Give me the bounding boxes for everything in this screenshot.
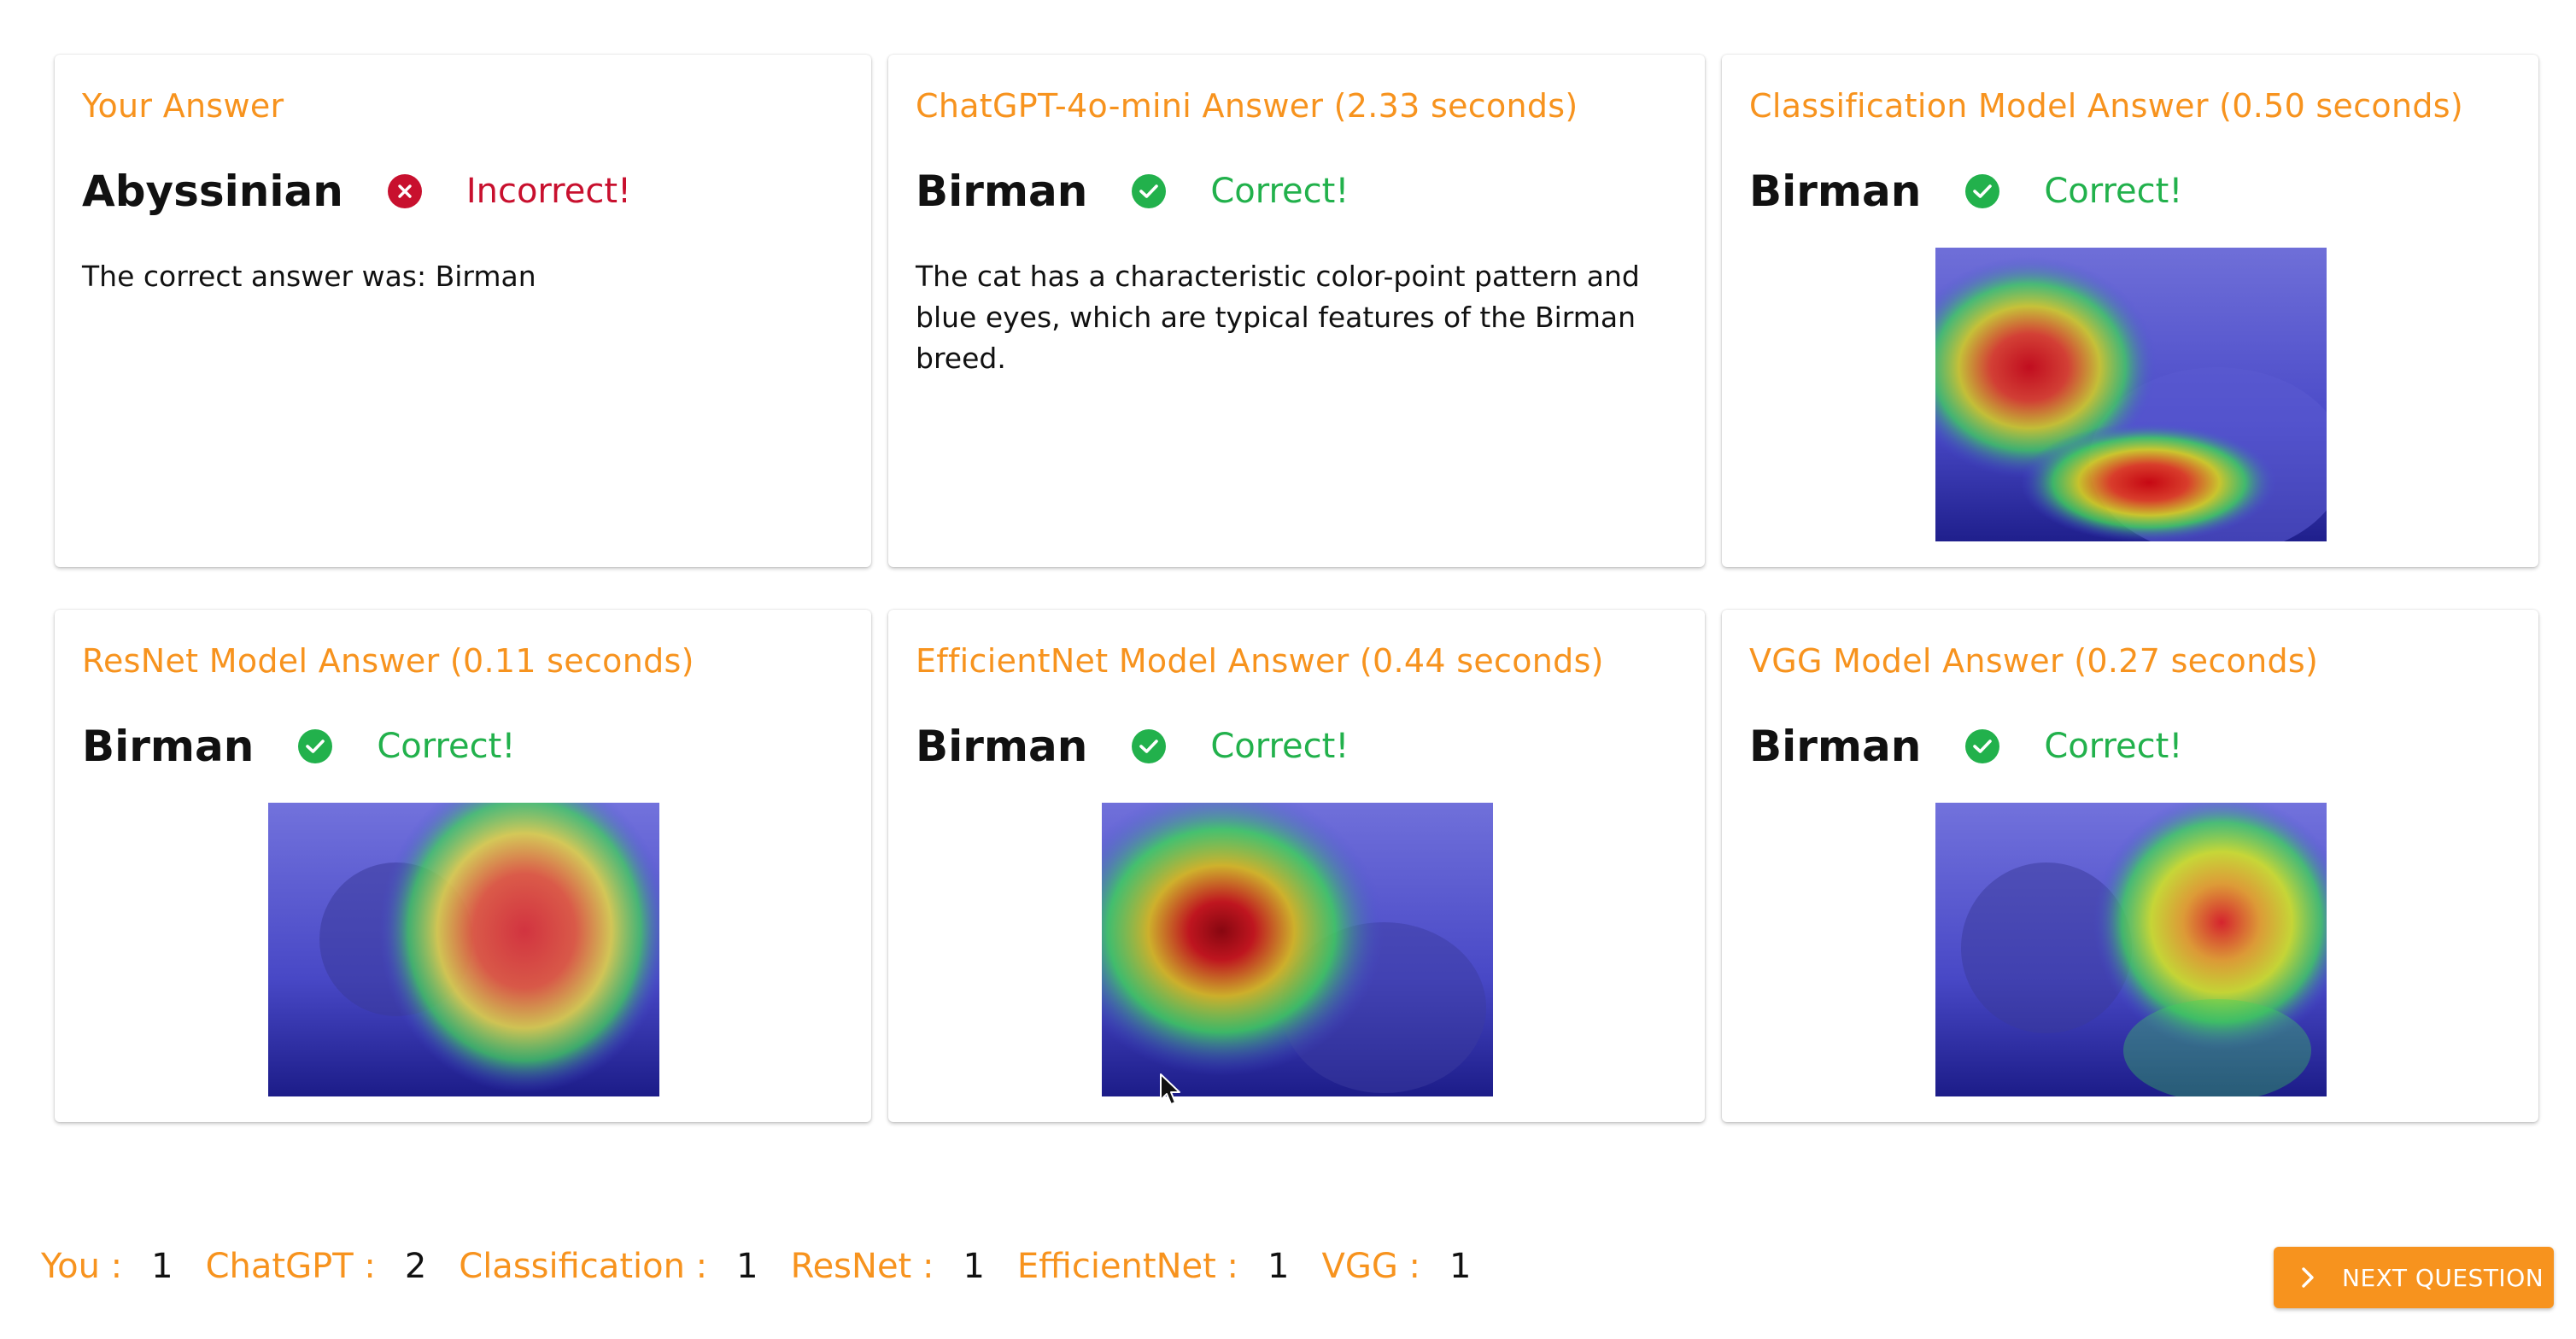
status-text: Correct! xyxy=(377,727,516,766)
answer-card-resnet: ResNet Model Answer (0.11 seconds) Birma… xyxy=(55,610,871,1122)
check-circle-icon xyxy=(1132,729,1167,763)
score-value-you: 1 xyxy=(151,1247,173,1286)
heatmap-cat-image xyxy=(1102,803,1493,1096)
answer-text: Birman xyxy=(82,722,255,771)
answer-card-chatgpt: ChatGPT-4o-mini Answer (2.33 seconds) Bi… xyxy=(888,55,1705,567)
answer-card-classification: Classification Model Answer (0.50 second… xyxy=(1722,55,2538,567)
chevron-right-icon xyxy=(2302,1267,2314,1288)
score-label-vgg: VGG : xyxy=(1321,1247,1420,1286)
card-title: EfficientNet Model Answer (0.44 seconds) xyxy=(916,642,1604,680)
score-value-chatgpt: 2 xyxy=(404,1247,427,1286)
score-label-efficientnet: EfficientNet : xyxy=(1016,1247,1238,1286)
score-label-resnet: ResNet : xyxy=(790,1247,934,1286)
next-question-label: NEXT QUESTION xyxy=(2342,1263,2544,1292)
status-text: Correct! xyxy=(1210,172,1349,211)
card-title: Your Answer xyxy=(82,87,284,125)
status-text: Incorrect! xyxy=(465,172,632,211)
score-label-classification: Classification : xyxy=(459,1247,708,1286)
card-title: ChatGPT-4o-mini Answer (2.33 seconds) xyxy=(916,87,1578,125)
check-circle-icon xyxy=(1965,729,2000,763)
answer-row: Birman Correct! xyxy=(916,164,1349,219)
correct-answer-note: The correct answer was: Birman xyxy=(82,260,536,293)
check-circle-icon xyxy=(298,729,333,763)
scoreboard: You : 1 ChatGPT : 2 Classification : 1 R… xyxy=(41,1247,1503,1286)
answer-text: Birman xyxy=(1749,167,1922,216)
score-label-chatgpt: ChatGPT : xyxy=(205,1247,376,1286)
answer-row: Birman Correct! xyxy=(916,719,1349,774)
answer-card-efficientnet: EfficientNet Model Answer (0.44 seconds)… xyxy=(888,610,1705,1122)
score-value-classification: 1 xyxy=(736,1247,758,1286)
heatmap-cat-image xyxy=(268,803,659,1096)
score-value-efficientnet: 1 xyxy=(1268,1247,1290,1286)
heatmap-cat-image xyxy=(1935,803,2327,1096)
score-value-resnet: 1 xyxy=(963,1247,985,1286)
card-title: ResNet Model Answer (0.11 seconds) xyxy=(82,642,694,680)
status-text: Correct! xyxy=(2044,172,2183,211)
mouse-cursor-icon xyxy=(1160,1073,1180,1105)
check-circle-icon xyxy=(1132,174,1167,208)
incorrect-icon xyxy=(387,174,422,208)
answer-text: Birman xyxy=(916,722,1088,771)
answer-card-you: Your Answer Abyssinian Incorrect! The co… xyxy=(55,55,871,567)
answer-text: Birman xyxy=(916,167,1088,216)
answer-text: Abyssinian xyxy=(82,167,343,216)
status-text: Correct! xyxy=(1210,727,1349,766)
answer-card-vgg: VGG Model Answer (0.27 seconds) Birman C… xyxy=(1722,610,2538,1122)
heatmap-cat-image xyxy=(1935,248,2327,541)
score-label-you: You : xyxy=(41,1247,123,1286)
answer-row: Birman Correct! xyxy=(82,719,515,774)
check-circle-icon xyxy=(1965,174,2000,208)
answer-row: Abyssinian Incorrect! xyxy=(82,164,631,219)
answer-row: Birman Correct! xyxy=(1749,164,2182,219)
explanation-text: The cat has a characteristic color-point… xyxy=(916,260,1640,375)
answer-row: Birman Correct! xyxy=(1749,719,2182,774)
answer-text: Birman xyxy=(1749,722,1922,771)
card-title: VGG Model Answer (0.27 seconds) xyxy=(1749,642,2319,680)
score-value-vgg: 1 xyxy=(1449,1247,1472,1286)
status-text: Correct! xyxy=(2044,727,2183,766)
next-question-button[interactable]: NEXT QUESTION xyxy=(2274,1247,2554,1308)
card-title: Classification Model Answer (0.50 second… xyxy=(1749,87,2463,125)
